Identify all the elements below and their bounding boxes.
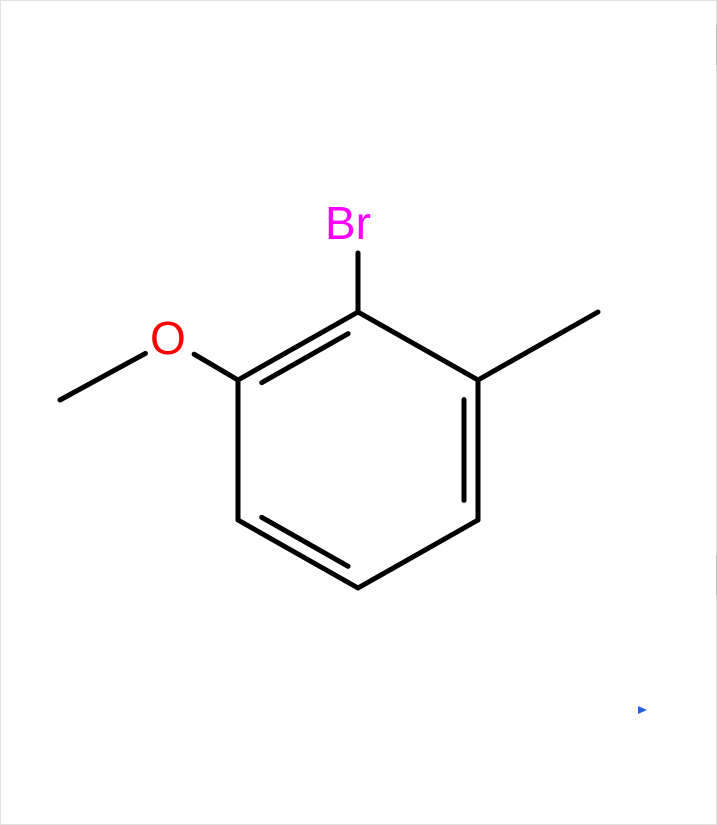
- molecule-canvas: [0, 0, 717, 825]
- play-marker-icon: [638, 706, 647, 714]
- bromine-atom-label: Br: [325, 200, 371, 246]
- oxygen-atom-label: O: [150, 315, 186, 361]
